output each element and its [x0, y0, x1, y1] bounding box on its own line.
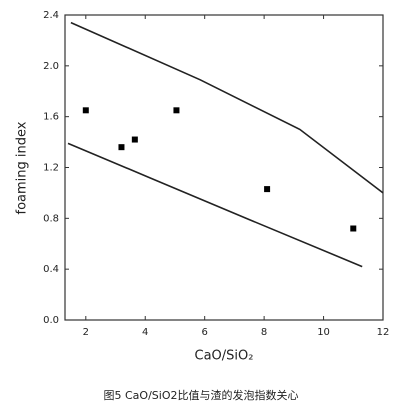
caption: 图5 CaO/SiO2比值与渣的发泡指数关心 — [104, 388, 299, 402]
y-tick-label: 1.6 — [43, 112, 59, 123]
x-tick-label: 12 — [377, 327, 390, 338]
data-point — [173, 107, 180, 114]
y-tick-label: 0.8 — [43, 213, 59, 224]
y-tick-label: 0.4 — [43, 264, 59, 275]
data-point — [350, 225, 357, 232]
x-tick-label: 2 — [83, 327, 89, 338]
y-axis-label: foaming index — [15, 121, 30, 214]
y-tick-label: 1.2 — [43, 163, 59, 174]
x-tick-label: 8 — [261, 327, 267, 338]
y-tick-label: 0.0 — [43, 315, 59, 326]
data-point — [131, 136, 138, 143]
x-tick-label: 4 — [142, 327, 148, 338]
plot-frame — [64, 14, 384, 321]
boundary-line — [70, 21, 384, 194]
boundary-line — [67, 142, 363, 268]
data-point — [264, 186, 271, 193]
x-tick-label: 10 — [317, 327, 330, 338]
data-point — [82, 107, 89, 114]
data-point — [118, 144, 125, 151]
y-tick-label: 2.0 — [43, 61, 59, 72]
x-axis-label: CaO/SiO₂ — [195, 349, 254, 364]
x-tick-label: 6 — [201, 327, 207, 338]
y-tick-label: 2.4 — [43, 10, 59, 21]
